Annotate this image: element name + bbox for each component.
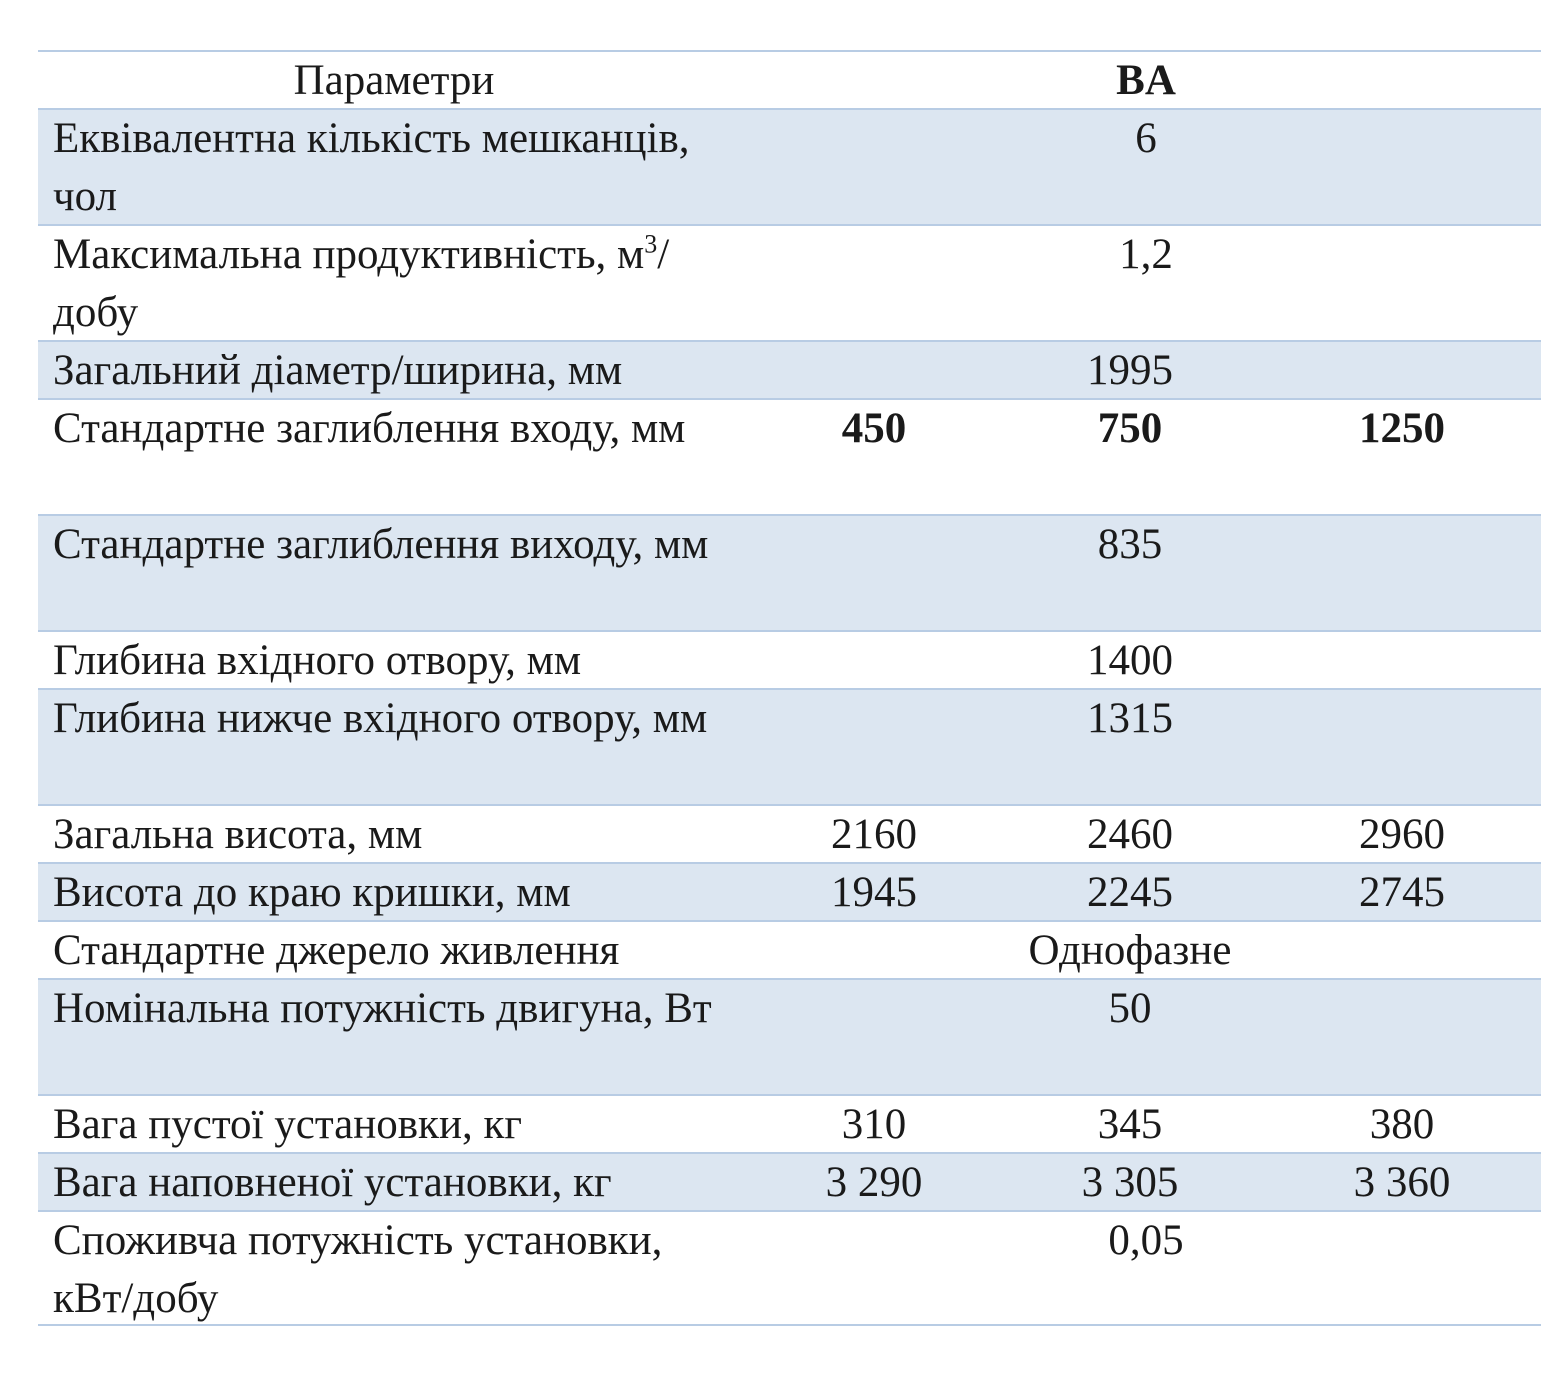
label-text: Максимальна продуктивність, м <box>53 231 645 278</box>
row-value-col2: 2245 <box>1087 869 1173 916</box>
row-value-col2: 345 <box>1097 1101 1163 1148</box>
row-value-col1: 3 290 <box>825 1159 923 1206</box>
row-outlet-depth: Стандартне заглиблення виходу, мм 835 <box>38 514 1541 630</box>
row-value: 1995 <box>1087 347 1173 394</box>
row-depth-below-inlet: Глибина нижче вхідного отвору, мм 1315 <box>38 688 1541 804</box>
row-value-col3: 2745 <box>1359 869 1445 916</box>
header-param: Параметри <box>293 57 495 104</box>
row-value: 1,2 <box>1119 231 1173 278</box>
row-power-consumption: Споживча потужність установки, кВт/добу … <box>38 1210 1541 1326</box>
row-value-col2: 750 <box>1097 405 1163 452</box>
row-label: Стандартне джерело живлення <box>53 927 620 974</box>
row-motor-power: Номінальна потужність двигуна, Вт 50 <box>38 978 1541 1094</box>
row-label: Споживча потужність установки, кВт/добу <box>53 1217 663 1322</box>
row-label: Глибина вхідного отвору, мм <box>53 637 582 684</box>
row-equivalent-residents: Еквівалентна кількість мешканців, чол 6 <box>38 108 1541 224</box>
row-label: Максимальна продуктивність, м3/добу <box>53 226 743 342</box>
header-model: BA <box>1116 57 1176 104</box>
row-diameter: Загальний діаметр/ширина, мм 1995 <box>38 340 1541 398</box>
row-value: 6 <box>1135 115 1157 162</box>
row-label: Вага наповненої установки, кг <box>53 1159 612 1206</box>
row-label: Стандартне заглиблення входу, мм <box>53 405 686 452</box>
row-value: 50 <box>1108 985 1152 1032</box>
label-text-suffix: /добу <box>53 231 670 336</box>
row-value: 1400 <box>1087 637 1173 684</box>
spec-table: Параметри BA Еквівалентна кількість мешк… <box>38 50 1541 1326</box>
row-value-col3: 380 <box>1369 1101 1435 1148</box>
row-total-height: Загальна висота, мм 2160 2460 2960 <box>38 804 1541 862</box>
row-value-col3: 3 360 <box>1353 1159 1451 1206</box>
row-value: 1315 <box>1087 695 1173 742</box>
row-value-col1: 1945 <box>831 869 917 916</box>
row-inlet-hole-depth: Глибина вхідного отвору, мм 1400 <box>38 630 1541 688</box>
row-value: 0,05 <box>1108 1217 1184 1264</box>
row-value-col1: 450 <box>841 405 907 452</box>
row-label: Номінальна потужність двигуна, Вт <box>53 985 712 1032</box>
row-label: Глибина нижче вхідного отвору, мм <box>53 695 708 742</box>
row-inlet-depth: Стандартне заглиблення входу, мм 450 750… <box>38 398 1541 514</box>
row-empty-weight: Вага пустої установки, кг 310 345 380 <box>38 1094 1541 1152</box>
row-label: Висота до краю кришки, мм <box>53 869 571 916</box>
row-value: Однофазне <box>1028 927 1232 974</box>
row-filled-weight: Вага наповненої установки, кг 3 290 3 30… <box>38 1152 1541 1210</box>
row-power-source: Стандартне джерело живлення Однофазне <box>38 920 1541 978</box>
label-superscript: 3 <box>644 229 658 259</box>
row-max-capacity: Максимальна продуктивність, м3/добу 1,2 <box>38 224 1541 340</box>
row-value: 835 <box>1097 521 1163 568</box>
row-value-col2: 3 305 <box>1081 1159 1179 1206</box>
row-value-col1: 310 <box>841 1101 907 1148</box>
row-label: Стандартне заглиблення виходу, мм <box>53 521 709 568</box>
row-value-col1: 2160 <box>831 811 917 858</box>
row-value-col3: 1250 <box>1359 405 1445 452</box>
row-value-col2: 2460 <box>1087 811 1173 858</box>
row-label: Вага пустої установки, кг <box>53 1101 522 1148</box>
row-label: Еквівалентна кількість мешканців, чол <box>53 115 690 220</box>
row-lid-height: Висота до краю кришки, мм 1945 2245 2745 <box>38 862 1541 920</box>
row-label: Загальна висота, мм <box>53 811 423 858</box>
header-row: Параметри BA <box>38 50 1541 108</box>
row-value-col3: 2960 <box>1359 811 1445 858</box>
row-label: Загальний діаметр/ширина, мм <box>53 347 623 394</box>
